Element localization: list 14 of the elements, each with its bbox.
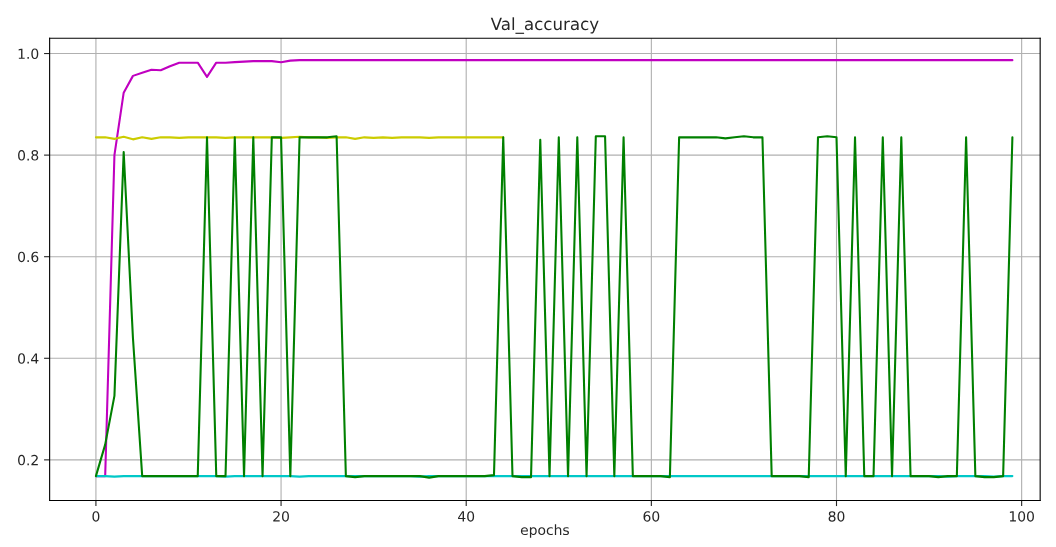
x-tick-label: 0 [92, 511, 100, 522]
y-tick-label: 1.0 [18, 48, 39, 59]
x-tick-label: 20 [273, 511, 289, 522]
y-tick-label: 0.6 [18, 251, 39, 263]
x-axis-title: epochs [520, 524, 569, 538]
chart-title: Val_accuracy [490, 17, 599, 34]
x-tick-label: 40 [458, 511, 475, 522]
x-tick-label: 100 [1009, 511, 1034, 522]
y-tick-label: 0.2 [18, 454, 38, 466]
y-tick-label: 0.8 [18, 150, 39, 161]
x-tick-label: 80 [828, 511, 845, 522]
y-tick-label: 0.4 [18, 353, 39, 364]
line-series [94, 135, 1014, 479]
x-tick-label: 60 [643, 511, 660, 522]
